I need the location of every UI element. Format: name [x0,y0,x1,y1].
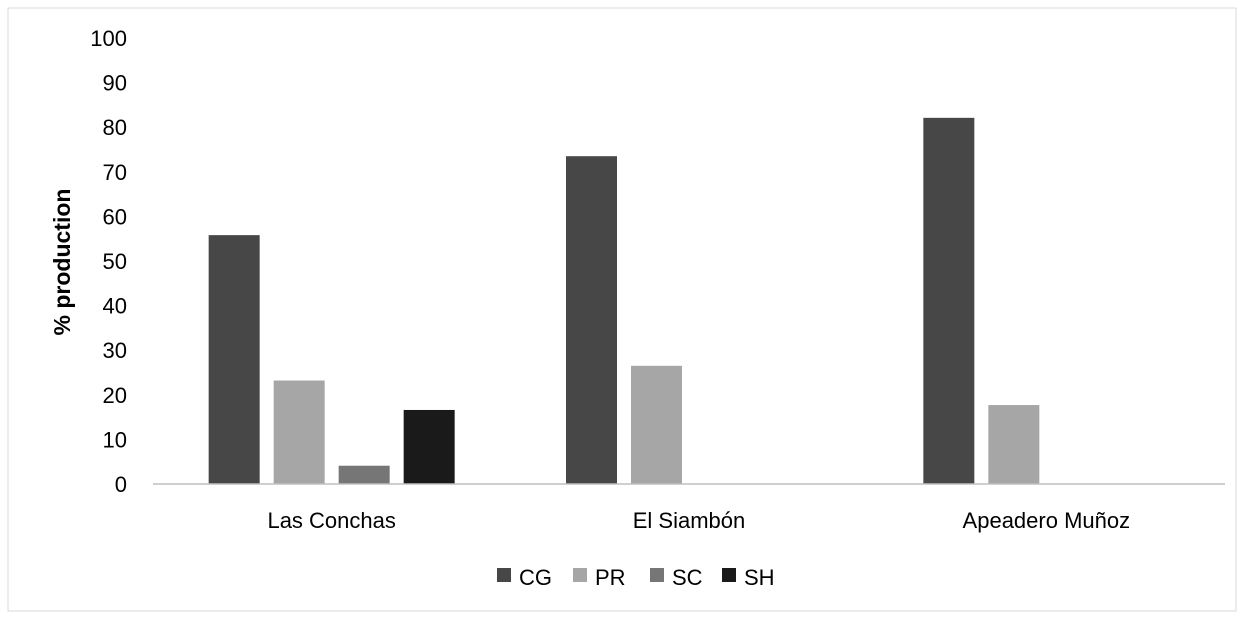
bar-cg-0 [208,235,260,484]
legend: CG PR SC SH [497,565,775,590]
legend-swatch-cg [497,568,511,582]
y-tick-label: 0 [115,472,127,497]
legend-swatch-pr [573,568,587,582]
bar-pr-1 [631,365,682,484]
y-tick-label: 30 [103,338,127,363]
bar-cg-2 [923,117,975,485]
y-tick-label: 90 [103,71,127,96]
x-category-label: Apeadero Muñoz [963,508,1131,533]
bars-group [208,117,1040,485]
chart-border [7,7,1237,612]
legend-label-sc: SC [672,565,703,590]
legend-swatch-sc [650,568,664,582]
y-tick-label: 50 [103,249,127,274]
bar-pr-0 [273,380,325,484]
y-axis-ticks: 0 10 20 30 40 50 60 70 80 90 100 [90,26,127,497]
y-tick-label: 80 [103,115,127,140]
y-tick-label: 100 [90,26,127,51]
legend-label-cg: CG [519,565,552,590]
y-tick-label: 20 [103,383,127,408]
legend-swatch-sh [722,568,736,582]
y-tick-label: 40 [103,294,127,319]
legend-label-pr: PR [595,565,626,590]
bar-cg-1 [566,156,617,484]
bar-pr-2 [988,405,1040,484]
y-tick-label: 60 [103,204,127,229]
x-category-label: El Siambón [633,508,746,533]
legend-label-sh: SH [744,565,775,590]
x-category-label: Las Conchas [267,508,395,533]
bar-sh-0 [403,409,455,484]
y-tick-label: 70 [103,160,127,185]
y-tick-label: 10 [103,427,127,452]
x-axis-labels: Las Conchas El Siambón Apeadero Muñoz [267,508,1130,533]
y-axis-title: % production [49,189,75,336]
bar-sc-0 [338,465,390,484]
